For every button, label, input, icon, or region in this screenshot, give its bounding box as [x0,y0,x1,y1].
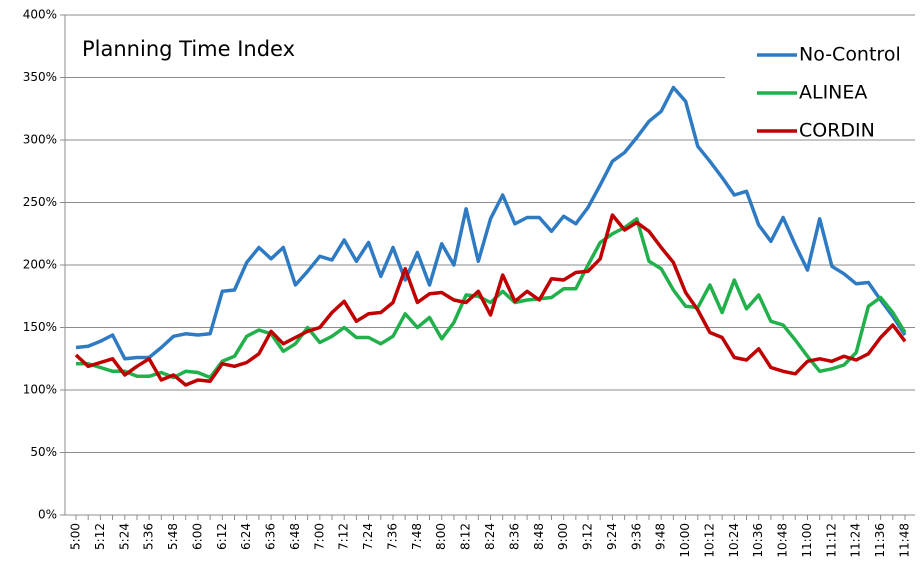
x-tick-label: 5:00 [69,523,83,550]
x-tick-label: 10:00 [678,523,692,558]
series-line [76,217,907,380]
x-tick-label: 10:36 [751,523,765,558]
x-tick-label: 9:00 [556,523,570,550]
chart-title: Planning Time Index [82,37,295,61]
x-tick-label: 10:12 [702,523,716,558]
y-tick-label: 300% [23,133,57,147]
x-tick-label: 8:48 [532,523,546,550]
x-tick-label: 5:24 [117,523,131,550]
y-tick-label: 150% [23,320,57,334]
y-tick-label: 400% [23,8,57,22]
y-tick-label: 350% [23,70,57,84]
x-tick-label: 5:36 [142,523,156,550]
x-tick-label: 9:24 [605,523,619,550]
x-tick-label: 6:12 [215,523,229,550]
series-line [74,213,907,387]
x-tick-label: 11:12 [824,523,838,558]
series-line [75,85,907,361]
x-tick-label: 8:36 [507,523,521,550]
x-tick-label: 11:48 [898,523,912,558]
legend-label: CORDIN [799,120,875,142]
x-tick-label: 10:24 [727,523,741,558]
legend-label: No-Control [799,44,901,66]
x-tick-label: 7:36 [385,523,399,550]
y-tick-label: 50% [30,445,57,459]
y-tick-label: 250% [23,195,57,209]
x-tick-label: 10:48 [776,523,790,558]
y-tick-label: 200% [23,258,57,272]
x-tick-label: 11:36 [873,523,887,558]
x-tick-label: 9:48 [654,523,668,550]
x-tick-label: 9:36 [629,523,643,550]
x-tick-label: 8:12 [459,523,473,550]
x-tick-label: 7:48 [410,523,424,550]
x-tick-label: 9:12 [581,523,595,550]
x-tick-label: 6:48 [288,523,302,550]
x-tick-label: 7:12 [337,523,351,550]
x-tick-label: 11:24 [849,523,863,558]
x-tick-label: 11:00 [800,523,814,558]
x-tick-label: 7:00 [312,523,326,550]
x-tick-label: 8:24 [483,523,497,550]
x-tick-label: 6:00 [190,523,204,550]
x-tick-label: 6:36 [264,523,278,550]
y-tick-label: 100% [23,383,57,397]
x-tick-label: 8:00 [434,523,448,550]
x-tick-label: 7:24 [361,523,375,550]
x-tick-label: 5:48 [166,523,180,550]
x-tick-label: 5:12 [93,523,107,550]
legend-label: ALINEA [799,82,867,104]
y-tick-label: 0% [38,508,57,522]
x-tick-label: 6:24 [239,523,253,550]
